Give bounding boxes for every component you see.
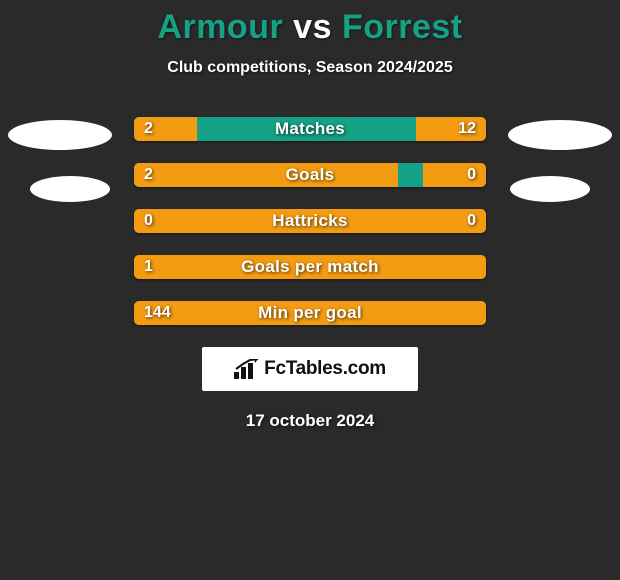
player2-name: Forrest bbox=[342, 8, 463, 46]
stat-value-left: 0 bbox=[144, 209, 153, 233]
stat-row: Goals per match1 bbox=[134, 255, 486, 279]
photo-placeholder-ellipse bbox=[8, 120, 112, 150]
date-text: 17 october 2024 bbox=[0, 411, 620, 431]
stat-value-left: 2 bbox=[144, 163, 153, 187]
stat-row: Matches2 12 bbox=[134, 117, 486, 141]
chart-icon bbox=[234, 359, 260, 379]
photo-placeholder-ellipse bbox=[30, 176, 110, 202]
stat-value-right: 12 bbox=[458, 117, 476, 141]
stat-row: Hattricks0 0 bbox=[134, 209, 486, 233]
logo-text: FcTables.com bbox=[264, 358, 386, 380]
stat-label: Hattricks bbox=[134, 209, 486, 233]
stat-row: Goals2 0 bbox=[134, 163, 486, 187]
logo-wrap: FcTables.com bbox=[234, 358, 386, 380]
stat-value-left: 144 bbox=[144, 301, 171, 325]
player1-name: Armour bbox=[157, 8, 283, 46]
stat-row: Min per goal144 bbox=[134, 301, 486, 325]
stat-value-right: 0 bbox=[467, 163, 476, 187]
logo-box: FcTables.com bbox=[202, 347, 418, 391]
stat-label: Goals bbox=[134, 163, 486, 187]
root-container: Armour vs Forrest Club competitions, Sea… bbox=[0, 0, 620, 580]
subtitle: Club competitions, Season 2024/2025 bbox=[0, 59, 620, 77]
stat-label: Min per goal bbox=[134, 301, 486, 325]
title-vs: vs bbox=[293, 8, 332, 46]
stat-label: Matches bbox=[134, 117, 486, 141]
page-title: Armour vs Forrest bbox=[0, 0, 620, 47]
stats-bars: Matches212Goals20Hattricks00Goals per ma… bbox=[0, 117, 620, 325]
photo-placeholder-ellipse bbox=[508, 120, 612, 150]
stat-label: Goals per match bbox=[134, 255, 486, 279]
stat-value-left: 2 bbox=[144, 117, 153, 141]
photo-placeholder-ellipse bbox=[510, 176, 590, 202]
stat-value-left: 1 bbox=[144, 255, 153, 279]
stat-value-right: 0 bbox=[467, 209, 476, 233]
